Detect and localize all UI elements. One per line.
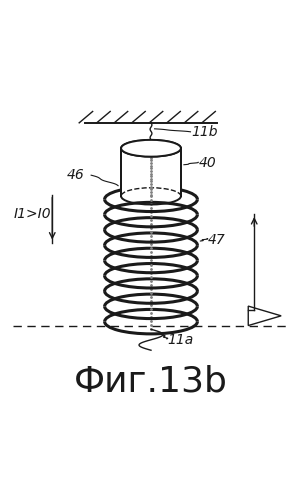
Polygon shape: [121, 148, 181, 196]
Text: 40: 40: [199, 156, 217, 170]
Text: 11a: 11a: [167, 333, 194, 347]
Polygon shape: [121, 148, 181, 196]
Ellipse shape: [121, 140, 181, 156]
Ellipse shape: [121, 140, 181, 156]
Text: 46: 46: [67, 168, 85, 182]
Text: Фиг.13b: Фиг.13b: [74, 364, 228, 398]
Text: 47: 47: [208, 232, 226, 246]
Text: 11b: 11b: [191, 125, 218, 139]
Text: I1>I0: I1>I0: [13, 207, 51, 221]
